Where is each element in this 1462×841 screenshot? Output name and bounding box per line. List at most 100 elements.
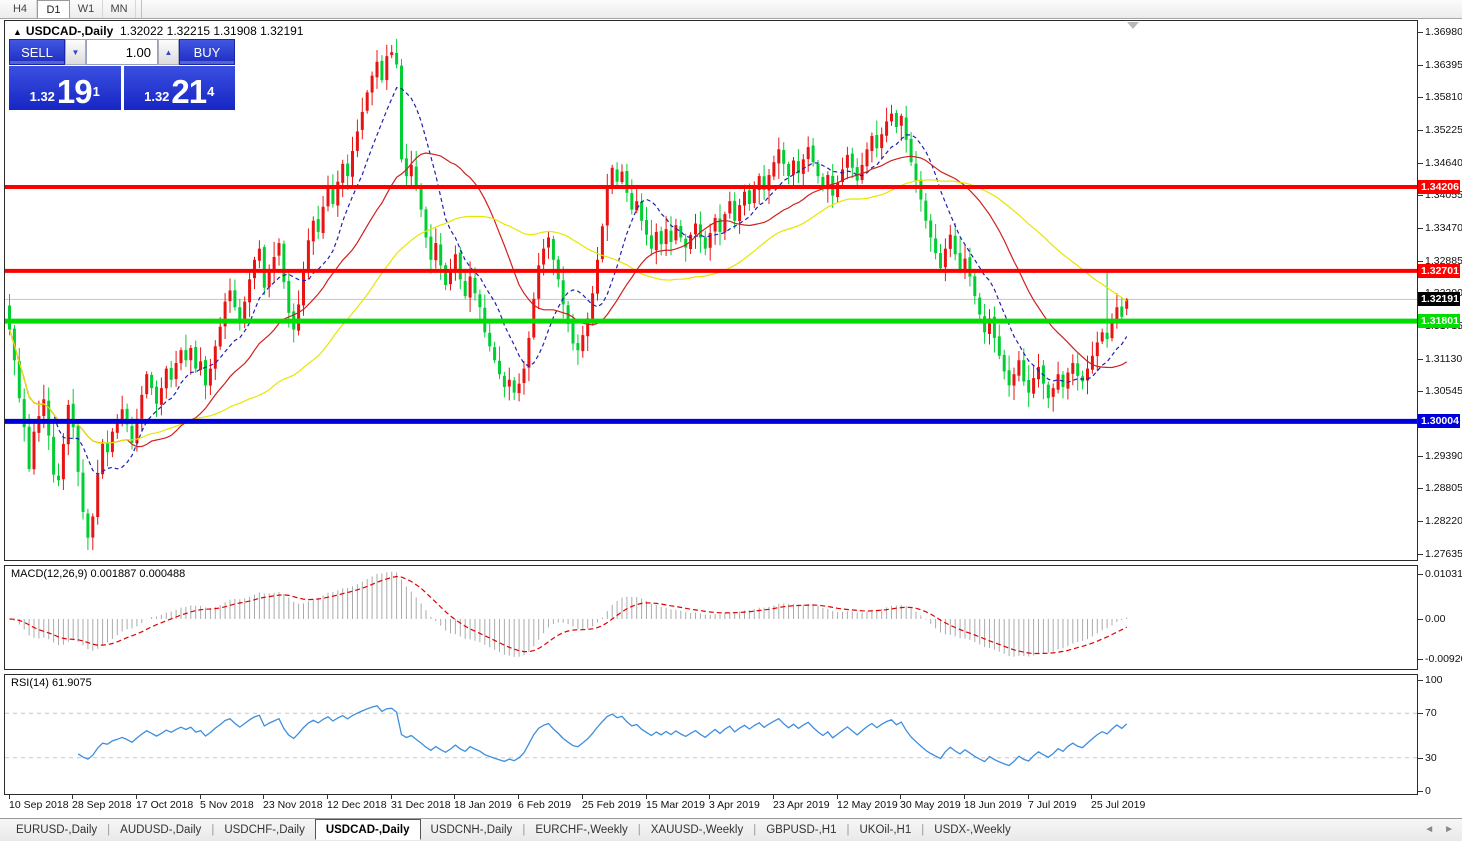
timeframe-button-d1[interactable]: D1 <box>37 0 70 18</box>
rsi-tick-label: 0 <box>1425 785 1431 797</box>
date-tick-label: 5 Nov 2018 <box>200 799 254 811</box>
collapse-panel-icon[interactable]: ▲ <box>13 27 22 37</box>
buy-price-panel[interactable]: 1.32 21 4 <box>123 66 235 110</box>
date-tick-label: 15 Mar 2019 <box>646 799 705 811</box>
price-tick-mark <box>1418 391 1423 392</box>
price-tick-label: 1.35810 <box>1425 91 1462 103</box>
chart-window: ▲ USDCAD-,Daily 1.32022 1.32215 1.31908 1… <box>4 20 1462 817</box>
symbol-tab-audusd[interactable]: AUDUSD-,Daily <box>120 824 202 836</box>
timeframe-toolbar: H4 D1 W1 MN <box>0 0 1462 19</box>
chart-shift-marker-icon[interactable] <box>1127 22 1139 29</box>
date-tick-label: 18 Jan 2019 <box>454 799 512 811</box>
symbol-tab-usdcnh[interactable]: USDCNH-,Daily <box>430 824 513 836</box>
buy-button[interactable]: BUY <box>179 39 235 65</box>
tabs-scroll-left-icon[interactable]: ◄ <box>1424 824 1435 835</box>
rsi-tick-label: 70 <box>1425 707 1437 719</box>
date-tick-mark <box>200 795 201 799</box>
date-tick-mark <box>646 795 647 799</box>
rsi-indicator-label: RSI(14) 61.9075 <box>11 677 92 689</box>
price-tick-mark <box>1418 65 1423 66</box>
sell-price-fraction: 1 <box>92 84 100 99</box>
symbol-tab-eurusd[interactable]: EURUSD-,Daily <box>16 824 98 836</box>
symbol-tab-xauusd[interactable]: XAUUSD-,Weekly <box>650 824 744 836</box>
price-tick-mark <box>1418 554 1423 555</box>
date-tick-label: 28 Sep 2018 <box>72 799 132 811</box>
tab-scroll-controls: ◄ ► <box>1424 824 1454 835</box>
timeframe-button-mn[interactable]: MN <box>103 0 136 18</box>
timeframe-button-h4[interactable]: H4 <box>4 0 37 18</box>
price-tick-mark <box>1418 97 1423 98</box>
volume-input[interactable] <box>86 39 158 65</box>
rsi-axis: 100 70 30 0 <box>1418 674 1460 797</box>
symbol-tabs-bar: EURUSD-,Daily | AUDUSD-,Daily | USDCHF-,Dail… <box>0 818 1462 841</box>
macd-indicator-label: MACD(12,26,9) 0.001887 0.000488 <box>11 568 186 580</box>
date-tick-mark <box>9 795 10 799</box>
date-tick-label: 30 May 2019 <box>900 799 961 811</box>
symbol-tab-usdx[interactable]: USDX-,Weekly <box>934 824 1011 836</box>
symbol-tab-gbpusd[interactable]: GBPUSD-,H1 <box>766 824 837 836</box>
timeframe-button-w1[interactable]: W1 <box>70 0 103 18</box>
price-tick-mark <box>1418 521 1423 522</box>
price-tick-label: 1.33470 <box>1425 222 1462 234</box>
volume-increase-button[interactable]: ▲ <box>158 39 179 65</box>
date-tick-label: 18 Jun 2019 <box>964 799 1022 811</box>
current-price-badge: 1.32191 <box>1418 292 1460 306</box>
macd-tick-mark <box>1418 619 1423 620</box>
date-tick-label: 12 Dec 2018 <box>327 799 387 811</box>
sell-button[interactable]: SELL <box>9 39 65 65</box>
symbol-tab-usdcad[interactable]: USDCAD-,Daily <box>314 818 421 840</box>
price-chart-canvas <box>5 38 1417 551</box>
symbol-tab-eurchf[interactable]: EURCHF-,Weekly <box>535 824 628 836</box>
price-axis: 1.36980 1.36395 1.35810 1.35225 1.34640 1.340… <box>1418 20 1462 561</box>
tab-separator: | <box>921 824 925 836</box>
price-tick-label: 1.34640 <box>1425 157 1462 169</box>
date-tick-label: 3 Apr 2019 <box>709 799 760 811</box>
macd-pane: MACD(12,26,9) 0.001887 0.000488 <box>4 565 1418 670</box>
level-price-badge: 1.32701 <box>1418 264 1460 278</box>
macd-tick-label: 0.010311 <box>1425 568 1462 580</box>
date-tick-mark <box>72 795 73 799</box>
ohlc-readout: 1.32022 1.32215 1.31908 1.32191 <box>119 24 304 38</box>
symbol-tab-usdchf[interactable]: USDCHF-,Daily <box>224 824 305 836</box>
price-tick-mark <box>1418 261 1423 262</box>
date-tick-mark <box>263 795 264 799</box>
date-tick-mark <box>1091 795 1092 799</box>
price-tick-label: 1.35225 <box>1425 124 1462 136</box>
price-pane: ▲ USDCAD-,Daily 1.32022 1.32215 1.31908 1… <box>4 20 1418 561</box>
date-tick-label: 7 Jul 2019 <box>1028 799 1077 811</box>
tabs-scroll-right-icon[interactable]: ► <box>1444 824 1454 835</box>
date-tick-mark <box>391 795 392 799</box>
date-tick-mark <box>518 795 519 799</box>
date-tick-label: 6 Feb 2019 <box>518 799 572 811</box>
date-tick-mark <box>709 795 710 799</box>
tab-separator: | <box>846 824 850 836</box>
volume-decrease-button[interactable]: ▼ <box>65 39 86 65</box>
date-tick-label: 10 Sep 2018 <box>9 799 69 811</box>
date-tick-mark <box>1028 795 1029 799</box>
date-tick-label: 25 Jul 2019 <box>1091 799 1146 811</box>
macd-tick-mark <box>1418 574 1423 575</box>
date-tick-label: 17 Oct 2018 <box>136 799 194 811</box>
macd-tick-mark <box>1418 659 1423 660</box>
macd-axis: 0.010311 0.00 -0.009203 <box>1418 565 1462 670</box>
macd-canvas <box>9 571 1128 657</box>
price-tick-label: 1.27635 <box>1425 548 1462 560</box>
one-click-trade-widget: SELL ▼ ▲ BUY 1.32 19 1 1.32 21 4 <box>9 39 235 110</box>
symbol-tab-ukoil[interactable]: UKOil-,H1 <box>859 824 912 836</box>
rsi-tick-mark <box>1418 758 1423 759</box>
price-tick-mark <box>1418 130 1423 131</box>
sell-price-panel[interactable]: 1.32 19 1 <box>9 66 121 110</box>
price-tick-mark <box>1418 195 1423 196</box>
tab-separator: | <box>107 824 111 836</box>
price-tick-label: 1.36395 <box>1425 59 1462 71</box>
price-tick-mark <box>1418 32 1423 33</box>
macd-tick-label: -0.009203 <box>1425 653 1462 665</box>
rsi-tick-mark <box>1418 713 1423 714</box>
rsi-tick-mark <box>1418 680 1423 681</box>
tab-separator: | <box>637 824 641 836</box>
price-tick-label: 1.28805 <box>1425 482 1462 494</box>
date-tick-mark <box>773 795 774 799</box>
date-tick-label: 31 Dec 2018 <box>391 799 451 811</box>
level-price-badge: 1.34206 <box>1418 180 1460 194</box>
